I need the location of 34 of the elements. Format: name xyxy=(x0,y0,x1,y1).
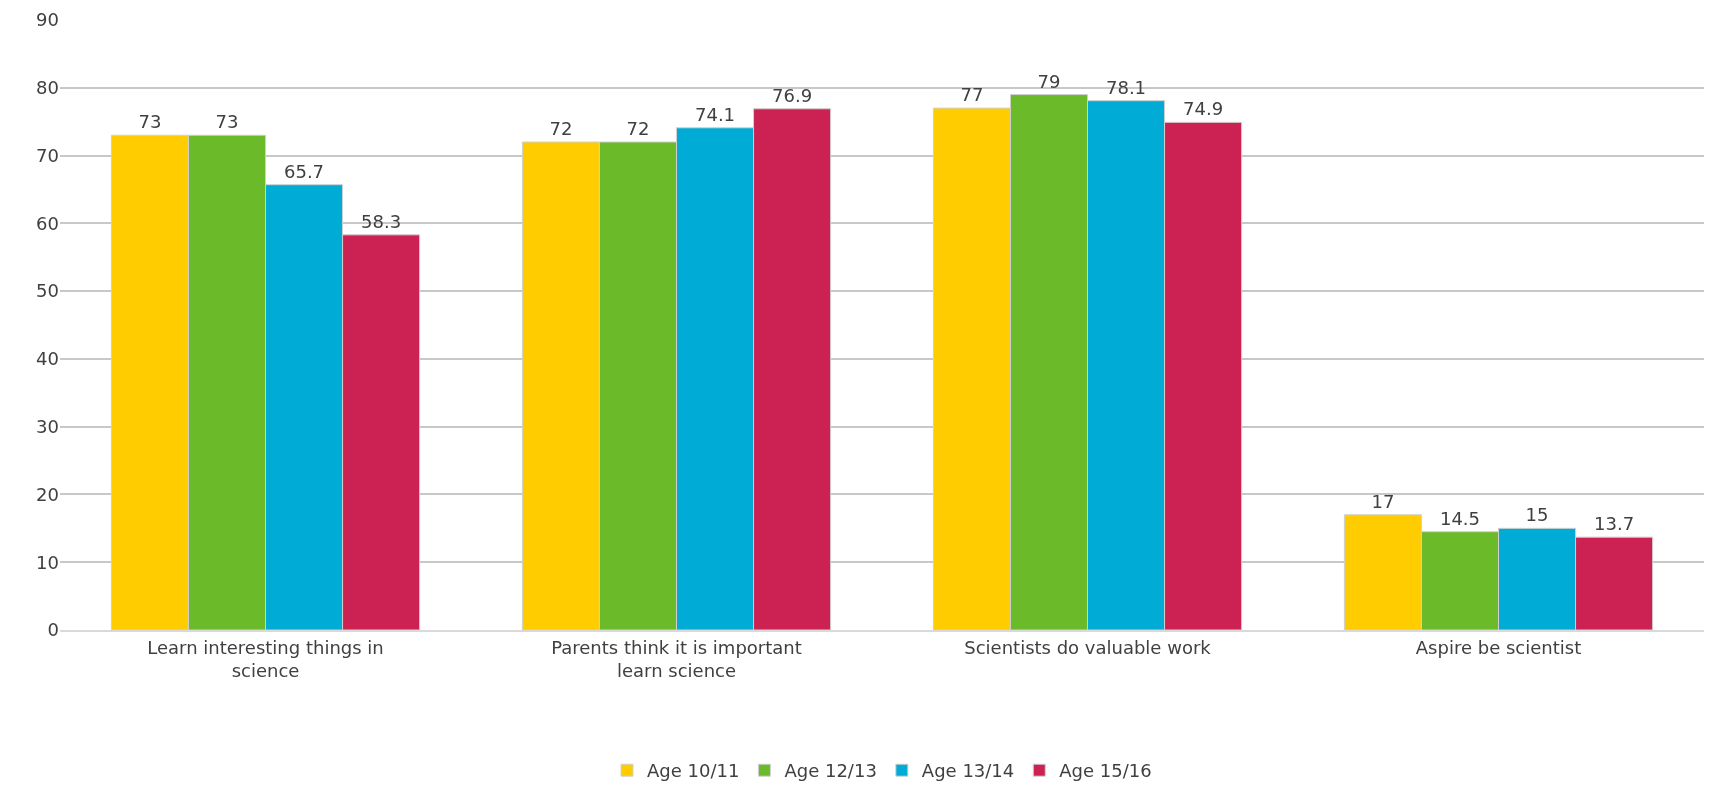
data-label: 73 xyxy=(138,111,162,133)
y-tick-label: 60 xyxy=(36,212,59,234)
x-tick-label: Parents think it is important learn science xyxy=(551,636,802,681)
data-label: 72 xyxy=(549,118,573,139)
data-label: 77 xyxy=(960,84,984,106)
x-tick-label: Scientists do valuable work xyxy=(964,636,1212,658)
data-label: 74.9 xyxy=(1183,98,1224,120)
x-tick-label: Learn interesting things in science xyxy=(147,636,384,681)
x-tick-label: Aspire be scientist xyxy=(1415,636,1582,658)
data-label: 72 xyxy=(626,118,650,139)
legend-label: Age 15/16 xyxy=(1059,760,1152,782)
y-tick-label: 90 xyxy=(36,9,59,31)
data-label: 15 xyxy=(1525,504,1549,526)
data-label: 79 xyxy=(1037,70,1061,92)
legend-label: Age 13/14 xyxy=(921,760,1015,782)
y-tick-label: 80 xyxy=(36,77,59,99)
data-label: 17 xyxy=(1371,490,1395,512)
y-tick-label: 10 xyxy=(36,551,59,573)
data-label: 74.1 xyxy=(694,103,736,125)
y-tick-label: 0 xyxy=(47,619,59,641)
y-tick-label: 50 xyxy=(36,280,59,302)
data-label: 78.1 xyxy=(1105,76,1147,98)
data-label: 65.7 xyxy=(283,160,325,182)
legend-label: Age 10/11 xyxy=(647,760,740,782)
y-tick-label: 40 xyxy=(36,348,59,370)
y-tick-label: 70 xyxy=(36,144,59,166)
y-tick-label: 30 xyxy=(36,415,59,437)
data-label: 76.9 xyxy=(772,84,813,106)
data-label: 14.5 xyxy=(1439,507,1481,529)
data-label: 58.3 xyxy=(361,210,402,232)
data-label: 73 xyxy=(215,111,239,133)
legend-label: Age 12/13 xyxy=(784,760,877,782)
data-label: 13.7 xyxy=(1594,513,1635,535)
y-tick-label: 20 xyxy=(36,483,59,505)
